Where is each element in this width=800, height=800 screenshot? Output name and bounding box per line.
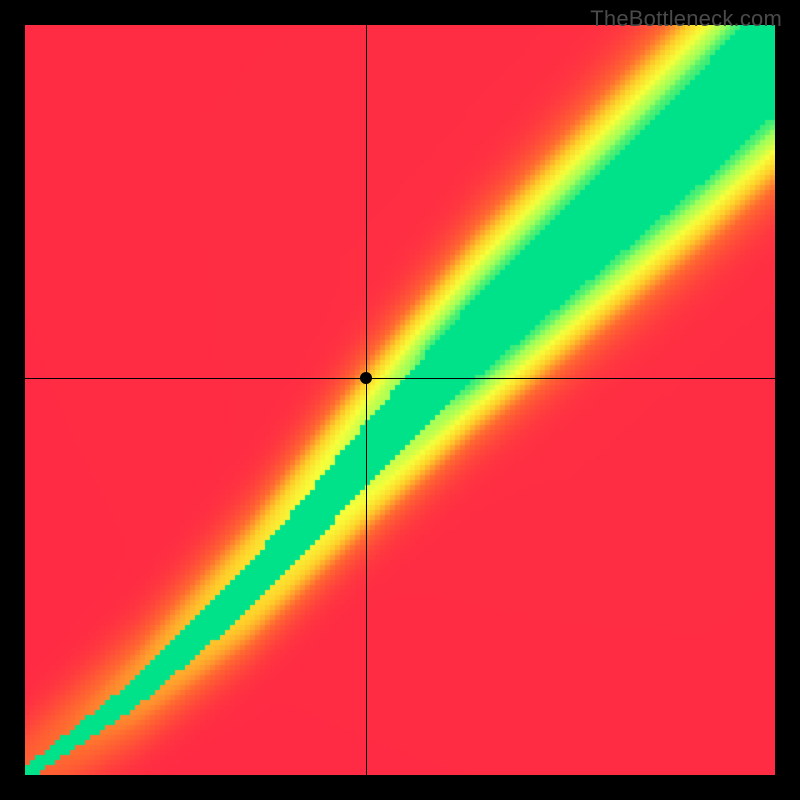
chart-container: TheBottleneck.com [0,0,800,800]
heatmap-canvas [25,25,775,775]
watermark-text: TheBottleneck.com [590,6,782,32]
plot-area [25,25,775,775]
